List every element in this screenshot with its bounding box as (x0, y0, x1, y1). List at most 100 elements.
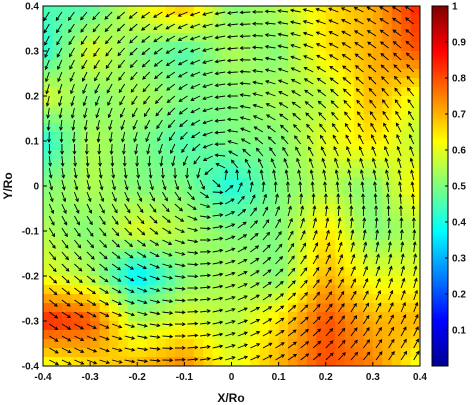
heatmap-cell (297, 285, 308, 295)
vector-arrow (58, 107, 63, 119)
heatmap-cell (231, 69, 242, 79)
heatmap-cell (184, 15, 195, 25)
heatmap-cell (382, 231, 393, 241)
heatmap-cell (363, 87, 374, 97)
vector-arrow (121, 143, 126, 155)
heatmap-cell (335, 141, 346, 151)
vector-arrow (162, 215, 171, 223)
vector-arrow (400, 314, 407, 325)
heatmap-cell (212, 204, 223, 214)
vector-arrow (295, 146, 301, 157)
vector-arrow (296, 157, 302, 169)
vector-arrow (262, 318, 273, 325)
heatmap-cell (203, 249, 214, 259)
vector-arrow (239, 57, 251, 62)
vector-arrow (187, 357, 199, 362)
heatmap-cell (61, 150, 72, 160)
heatmap-cell (410, 339, 420, 349)
vector-arrow (355, 76, 364, 85)
heatmap-cell (335, 78, 346, 88)
heatmap-cell (335, 159, 346, 169)
heatmap-cell (354, 276, 365, 286)
heatmap-cell (184, 267, 195, 277)
heatmap-cell (212, 339, 223, 349)
heatmap-cell (193, 6, 204, 16)
vector-arrow (59, 119, 63, 131)
heatmap-cell (401, 276, 412, 286)
vector-arrow (405, 29, 414, 37)
vector-arrow (212, 260, 224, 265)
heatmap-cell (118, 240, 129, 250)
heatmap-cell (231, 96, 242, 106)
heatmap-cell (193, 159, 204, 169)
heatmap-cell (306, 267, 317, 277)
heatmap-cell (165, 276, 176, 286)
vector-arrow (215, 163, 226, 169)
vector-arrow (300, 230, 306, 241)
heatmap-cell (43, 285, 54, 295)
heatmap-cell (354, 195, 365, 205)
vector-arrow (300, 254, 307, 265)
heatmap-cell (80, 105, 91, 115)
heatmap-cell (259, 321, 270, 331)
vector-arrow (312, 266, 320, 277)
vector-arrow (61, 323, 72, 330)
vector-arrow (124, 299, 135, 305)
heatmap-cell (344, 24, 355, 34)
heatmap-cell (382, 312, 393, 322)
vector-arrow (329, 66, 339, 73)
vector-arrow (264, 44, 276, 49)
heatmap-cell (108, 123, 120, 133)
heatmap-cell (382, 24, 393, 34)
vector-arrow (81, 71, 88, 82)
vector-arrow (61, 179, 66, 191)
heatmap-cell (61, 87, 72, 97)
heatmap-cell (231, 24, 242, 34)
heatmap-cell (146, 51, 157, 61)
heatmap-cell (316, 168, 327, 178)
heatmap-cell (363, 33, 374, 43)
heatmap-cell (316, 60, 327, 70)
vector-arrow (96, 131, 101, 143)
vector-arrow (204, 167, 213, 176)
heatmap-cell (222, 87, 233, 97)
heatmap-cell (127, 114, 138, 124)
vector-arrow (303, 78, 314, 85)
heatmap-cell (354, 177, 365, 187)
heatmap-cell (118, 87, 129, 97)
vector-arrow (71, 119, 76, 131)
heatmap-cell (401, 231, 412, 241)
vector-arrow (119, 95, 126, 106)
heatmap-cell (259, 276, 270, 286)
vector-arrow (287, 255, 295, 265)
heatmap-cell (288, 132, 299, 142)
heatmap-cell (363, 159, 374, 169)
vector-arrow (250, 282, 260, 289)
vector-arrow (388, 277, 393, 289)
vector-arrow (275, 317, 285, 325)
heatmap-cell (410, 114, 420, 124)
heatmap-cell (52, 213, 63, 223)
heatmap-cell (99, 177, 110, 187)
heatmap-cell (61, 240, 72, 250)
heatmap-cell (231, 51, 242, 61)
vector-arrow (242, 148, 251, 157)
heatmap-cell (391, 42, 402, 52)
vector-arrow (162, 227, 172, 234)
heatmap-cell (43, 24, 54, 34)
heatmap-cell (90, 150, 101, 160)
heatmap-cell (259, 312, 270, 322)
vector-arrow (253, 126, 264, 133)
vector-arrow (341, 19, 352, 25)
heatmap-cell (71, 15, 82, 25)
heatmap-cell (391, 177, 402, 187)
vector-arrow (379, 41, 389, 49)
heatmap-cell (269, 123, 280, 133)
vector-arrow (149, 358, 161, 363)
heatmap-cell (90, 96, 101, 106)
vector-arrow (111, 275, 122, 282)
heatmap-cell (174, 321, 185, 331)
vector-arrow (137, 239, 147, 247)
heatmap-cell (391, 240, 402, 250)
vector-arrow (200, 285, 211, 290)
